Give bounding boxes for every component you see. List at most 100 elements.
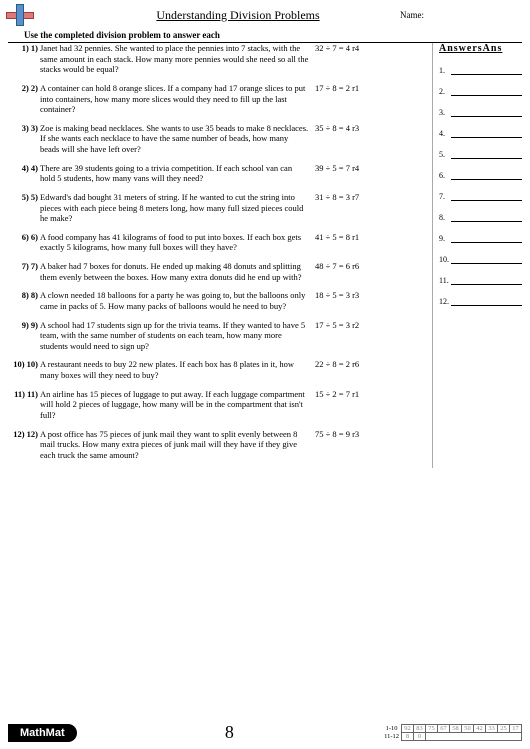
brand-badge: MathMat xyxy=(8,724,77,742)
answer-number: 4. xyxy=(439,129,451,138)
answer-number: 12. xyxy=(439,297,451,306)
answer-blank[interactable] xyxy=(451,107,522,117)
answer-number: 8. xyxy=(439,213,451,222)
answer-slot: 11. xyxy=(439,275,522,285)
answer-number: 9. xyxy=(439,234,451,243)
problems-column: 1) 1)Janet had 32 pennies. She wanted to… xyxy=(8,43,432,468)
page-title: Understanding Division Problems xyxy=(36,8,400,23)
problem-expression: 32 ÷ 7 = 4 r4 xyxy=(315,43,383,75)
answer-blank[interactable] xyxy=(451,296,522,306)
answer-slot: 9. xyxy=(439,233,522,243)
problem-row: 10) 10)A restaurant needs to buy 22 new … xyxy=(8,359,428,380)
problem-row: 3) 3)Zoe is making bead necklaces. She w… xyxy=(8,123,428,155)
problem-number: 11) 11) xyxy=(8,389,40,421)
answer-number: 5. xyxy=(439,150,451,159)
body: 1) 1)Janet had 32 pennies. She wanted to… xyxy=(0,43,530,468)
answer-number: 7. xyxy=(439,192,451,201)
answer-slot: 5. xyxy=(439,149,522,159)
problem-row: 11) 11)An airline has 15 pieces of lugga… xyxy=(8,389,428,421)
problem-row: 6) 6)A food company has 41 kilograms of … xyxy=(8,232,428,253)
answer-blank[interactable] xyxy=(451,170,522,180)
problem-row: 12) 12)A post office has 75 pieces of ju… xyxy=(8,429,428,461)
problem-expression: 17 ÷ 5 = 3 r2 xyxy=(315,320,383,352)
answer-number: 2. xyxy=(439,87,451,96)
answer-blank[interactable] xyxy=(451,149,522,159)
problem-expression: 31 ÷ 8 = 3 r7 xyxy=(315,192,383,224)
answer-blank[interactable] xyxy=(451,275,522,285)
answer-slot: 8. xyxy=(439,212,522,222)
answer-slot: 4. xyxy=(439,128,522,138)
problem-number: 8) 8) xyxy=(8,290,40,311)
answers-column: AnswersAns 1. 2. 3. 4. 5. 6. 7. 8. 9. 10. 11. 12. xyxy=(432,43,522,468)
problem-expression: 22 ÷ 8 = 2 r6 xyxy=(315,359,383,380)
problem-expression: 15 ÷ 2 = 7 r1 xyxy=(315,389,383,421)
problem-text: A clown needed 18 balloons for a party h… xyxy=(40,290,315,311)
problem-text: There are 39 students going to a trivia … xyxy=(40,163,315,184)
problem-row: 9) 9)A school had 17 students sign up fo… xyxy=(8,320,428,352)
problem-text: A container can hold 8 orange slices. If… xyxy=(40,83,315,115)
problem-number: 7) 7) xyxy=(8,261,40,282)
answer-number: 1. xyxy=(439,66,451,75)
problem-number: 12) 12) xyxy=(8,429,40,461)
answer-blank[interactable] xyxy=(451,65,522,75)
problem-number: 1) 1) xyxy=(8,43,40,75)
answer-number: 6. xyxy=(439,171,451,180)
worksheet-page: Understanding Division Problems Name: Us… xyxy=(0,0,530,749)
grid-row2-label: 11-12 xyxy=(382,733,401,741)
problem-number: 2) 2) xyxy=(8,83,40,115)
name-label: Name: xyxy=(400,10,520,20)
page-number: 8 xyxy=(77,722,382,743)
answer-blank[interactable] xyxy=(451,212,522,222)
answer-slot: 3. xyxy=(439,107,522,117)
header: Understanding Division Problems Name: xyxy=(0,0,530,28)
answer-slot: 6. xyxy=(439,170,522,180)
answer-blank[interactable] xyxy=(451,233,522,243)
problem-text: Edward's dad bought 31 meters of string.… xyxy=(40,192,315,224)
problem-expression: 39 ÷ 5 = 7 r4 xyxy=(315,163,383,184)
problem-text: A food company has 41 kilograms of food … xyxy=(40,232,315,253)
problem-number: 10) 10) xyxy=(8,359,40,380)
problem-text: Janet had 32 pennies. She wanted to plac… xyxy=(40,43,315,75)
problem-text: A baker had 7 boxes for donuts. He ended… xyxy=(40,261,315,282)
problem-number: 9) 9) xyxy=(8,320,40,352)
problem-row: 5) 5)Edward's dad bought 31 meters of st… xyxy=(8,192,428,224)
problem-text: A post office has 75 pieces of junk mail… xyxy=(40,429,315,461)
answer-blank[interactable] xyxy=(451,86,522,96)
problem-row: 4) 4)There are 39 students going to a tr… xyxy=(8,163,428,184)
problem-text: An airline has 15 pieces of luggage to p… xyxy=(40,389,315,421)
answer-number: 10. xyxy=(439,255,451,264)
answer-slot: 10. xyxy=(439,254,522,264)
answer-blank[interactable] xyxy=(451,191,522,201)
instruction-text: Use the completed division problem to an… xyxy=(8,28,522,43)
problem-expression: 17 ÷ 8 = 2 r1 xyxy=(315,83,383,115)
problem-row: 1) 1)Janet had 32 pennies. She wanted to… xyxy=(8,43,428,75)
answer-blank[interactable] xyxy=(451,254,522,264)
logo-icon xyxy=(6,4,36,26)
answers-header: AnswersAns xyxy=(439,43,522,54)
problem-text: A school had 17 students sign up for the… xyxy=(40,320,315,352)
problem-expression: 41 ÷ 5 = 8 r1 xyxy=(315,232,383,253)
answer-slot: 12. xyxy=(439,296,522,306)
score-grid: 1-10 92 83 75 67 58 50 42 33 25 17 11-12… xyxy=(382,724,522,741)
problem-number: 3) 3) xyxy=(8,123,40,155)
problem-number: 6) 6) xyxy=(8,232,40,253)
answer-number: 3. xyxy=(439,108,451,117)
problem-row: 8) 8)A clown needed 18 balloons for a pa… xyxy=(8,290,428,311)
answer-number: 11. xyxy=(439,276,451,285)
problem-row: 2) 2)A container can hold 8 orange slice… xyxy=(8,83,428,115)
answer-slot: 7. xyxy=(439,191,522,201)
problem-expression: 75 ÷ 8 = 9 r3 xyxy=(315,429,383,461)
problem-number: 5) 5) xyxy=(8,192,40,224)
answer-blank[interactable] xyxy=(451,128,522,138)
problem-text: A restaurant needs to buy 22 new plates.… xyxy=(40,359,315,380)
footer: MathMat 8 1-10 92 83 75 67 58 50 42 33 2… xyxy=(8,722,522,743)
answer-slot: 2. xyxy=(439,86,522,96)
grid-row1-label: 1-10 xyxy=(382,725,401,733)
problem-expression: 48 ÷ 7 = 6 r6 xyxy=(315,261,383,282)
problem-text: Zoe is making bead necklaces. She wants … xyxy=(40,123,315,155)
answer-slot: 1. xyxy=(439,65,522,75)
problem-number: 4) 4) xyxy=(8,163,40,184)
problem-expression: 35 ÷ 8 = 4 r3 xyxy=(315,123,383,155)
problem-row: 7) 7)A baker had 7 boxes for donuts. He … xyxy=(8,261,428,282)
problem-expression: 18 ÷ 5 = 3 r3 xyxy=(315,290,383,311)
